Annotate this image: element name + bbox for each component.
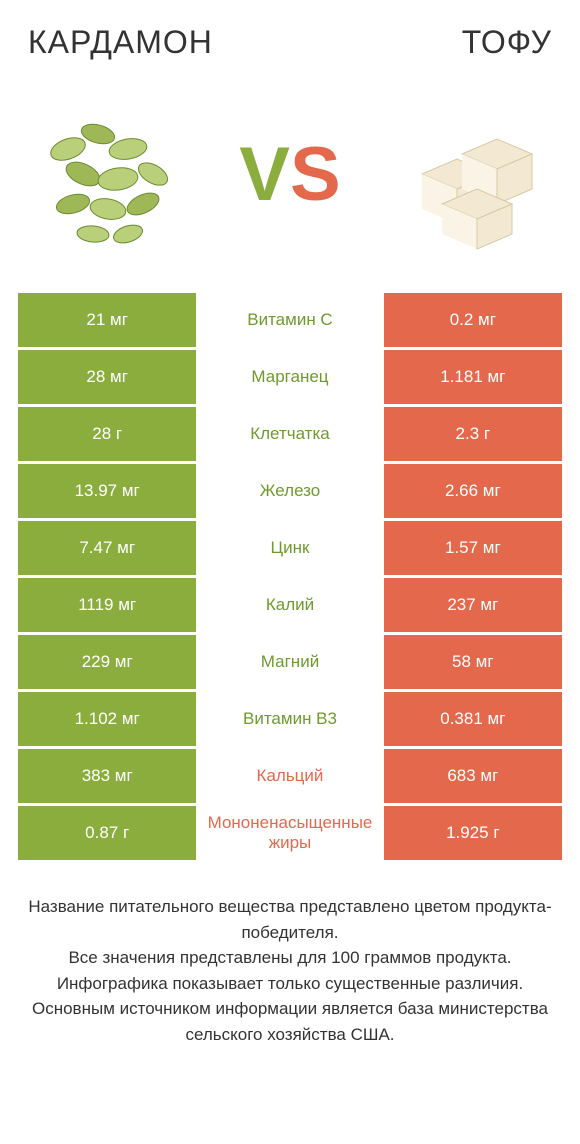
table-row: 28 мгМарганец1.181 мг [18,350,562,404]
table-row: 13.97 мгЖелезо2.66 мг [18,464,562,518]
nutrient-label-cell: Витамин B3 [196,692,383,746]
left-value-cell: 1.102 мг [18,692,196,746]
table-row: 7.47 мгЦинк1.57 мг [18,521,562,575]
hero-row: VS [18,89,562,293]
table-row: 383 мгКальций683 мг [18,749,562,803]
nutrient-label-cell: Магний [196,635,383,689]
left-value-cell: 28 мг [18,350,196,404]
table-row: 229 мгМагний58 мг [18,635,562,689]
nutrient-label-cell: Мононенасыщенные жиры [196,806,383,860]
right-value-cell: 58 мг [384,635,562,689]
vs-letter-s: S [290,132,341,217]
right-value-cell: 0.2 мг [384,293,562,347]
right-value-cell: 1.57 мг [384,521,562,575]
left-value-cell: 383 мг [18,749,196,803]
left-value-cell: 13.97 мг [18,464,196,518]
footer-line-3: Инфографика показывает только существенн… [57,974,523,993]
left-value-cell: 1119 мг [18,578,196,632]
right-value-cell: 1.181 мг [384,350,562,404]
right-value-cell: 0.381 мг [384,692,562,746]
right-product-title: Тофу [462,24,552,61]
table-row: 1119 мгКалий237 мг [18,578,562,632]
cardamom-image [28,89,198,259]
footer-line-1: Название питательного вещества представл… [28,897,551,942]
left-value-cell: 21 мг [18,293,196,347]
table-row: 28 гКлетчатка2.3 г [18,407,562,461]
nutrient-label-cell: Клетчатка [196,407,383,461]
right-value-cell: 2.3 г [384,407,562,461]
right-value-cell: 237 мг [384,578,562,632]
footer-line-4: Основным источником информации является … [32,999,548,1044]
nutrient-comparison-table: 21 мгВитамин C0.2 мг28 мгМарганец1.181 м… [18,293,562,860]
table-row: 1.102 мгВитамин B30.381 мг [18,692,562,746]
left-product-title: Кардамон [28,24,213,61]
vs-label: VS [239,131,340,218]
vs-letter-v: V [239,132,290,217]
table-row: 0.87 гМононенасыщенные жиры1.925 г [18,806,562,860]
footer-note: Название питательного вещества представл… [18,894,562,1047]
nutrient-label-cell: Витамин C [196,293,383,347]
right-value-cell: 1.925 г [384,806,562,860]
tofu-image [382,89,552,259]
left-value-cell: 7.47 мг [18,521,196,575]
right-value-cell: 2.66 мг [384,464,562,518]
nutrient-label-cell: Калий [196,578,383,632]
table-row: 21 мгВитамин C0.2 мг [18,293,562,347]
nutrient-label-cell: Железо [196,464,383,518]
nutrient-label-cell: Марганец [196,350,383,404]
right-value-cell: 683 мг [384,749,562,803]
nutrient-label-cell: Цинк [196,521,383,575]
nutrient-label-cell: Кальций [196,749,383,803]
left-value-cell: 0.87 г [18,806,196,860]
left-value-cell: 28 г [18,407,196,461]
left-value-cell: 229 мг [18,635,196,689]
footer-line-2: Все значения представлены для 100 граммо… [68,948,511,967]
product-titles: Кардамон Тофу [18,24,562,61]
